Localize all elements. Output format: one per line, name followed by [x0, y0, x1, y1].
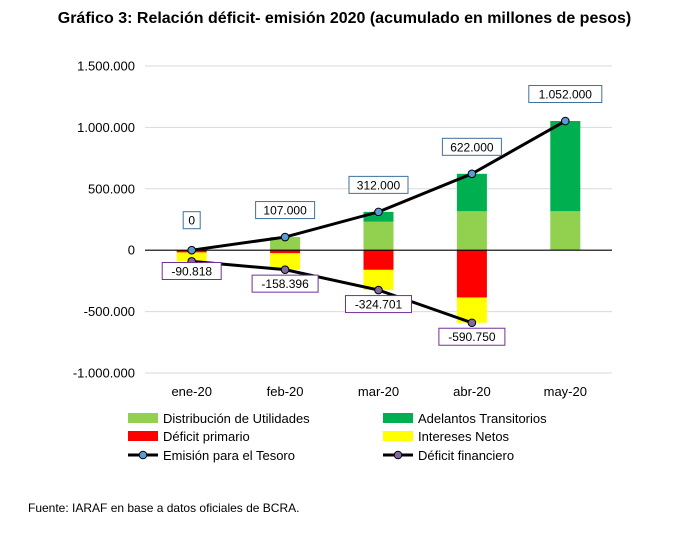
bar-segment	[363, 211, 394, 222]
data-label-box	[528, 85, 603, 104]
legend-label: Intereses Netos	[418, 429, 510, 444]
data-label: 622.000	[450, 140, 494, 154]
series-line	[191, 259, 473, 325]
legend-label: Emisión para el Tesoro	[163, 448, 295, 463]
data-label: -90.818	[171, 265, 212, 279]
legend-swatch	[128, 431, 158, 441]
axes: -1.000.000 -500.000 0 500.000 1.000.000 1.500…	[73, 59, 612, 399]
data-label-box	[348, 175, 409, 194]
line-marker	[187, 245, 196, 255]
bar-segment	[270, 250, 301, 254]
y-tick-label: -1.000.000	[73, 366, 135, 381]
line-marker	[374, 285, 383, 295]
data-label: -324.701	[355, 298, 403, 312]
x-tick-label: ene-20	[171, 384, 211, 399]
legend-label: Adelantos Transitorios	[418, 411, 547, 426]
data-label: -590.750	[448, 330, 496, 344]
data-label-box	[441, 137, 502, 156]
legend-swatch	[383, 431, 413, 441]
legend-marker	[393, 450, 403, 460]
data-label-box	[345, 295, 412, 314]
legend-label: Distribución de Utilidades	[163, 411, 310, 426]
legend-label: Déficit primario	[163, 429, 250, 444]
y-tick-label: 0	[128, 243, 135, 258]
data-label-box	[251, 274, 319, 293]
x-tick-label: abr-20	[453, 384, 491, 399]
line-marker	[280, 232, 290, 242]
bar-segment	[270, 253, 301, 270]
bar-segment	[456, 211, 487, 251]
legend-swatch	[383, 413, 413, 423]
bar-segment	[363, 269, 394, 291]
x-tick-label: mar-20	[358, 384, 399, 399]
line-marker	[467, 169, 477, 179]
y-tick-label: 1.500.000	[77, 59, 135, 74]
data-label: 107.000	[263, 204, 307, 218]
data-label: 1.052.000	[539, 88, 593, 102]
bar-segment	[550, 121, 581, 212]
legend-marker	[138, 450, 148, 460]
bar-segment	[363, 250, 394, 270]
data-label: 0	[188, 214, 195, 228]
data-label-box	[161, 262, 222, 280]
lines	[187, 116, 570, 328]
y-tick-label: 1.000.000	[77, 120, 135, 135]
bar-segment	[456, 250, 487, 298]
bar-segment	[363, 221, 394, 251]
data-label: 312.000	[357, 178, 401, 192]
x-tick-label: feb-20	[267, 384, 304, 399]
data-label-box	[182, 211, 201, 230]
bar-segment	[270, 237, 301, 251]
data-label-box	[255, 201, 316, 220]
bar-segment	[550, 211, 581, 251]
legend-swatch	[128, 413, 158, 423]
y-tick-label: 500.000	[88, 181, 135, 196]
chart-title: Gráfico 3: Relación déficit- emisión 202…	[57, 10, 632, 27]
source-note: Fuente: IARAF en base a datos oficiales …	[28, 501, 300, 515]
x-tick-label: may-20	[544, 384, 587, 399]
legend: Distribución de Utilidades Adelantos Tran…	[128, 411, 547, 463]
data-label-box	[438, 327, 506, 346]
bar-segment	[456, 173, 487, 212]
data-labels: 0 107.000 312.000 622.000 1.052.000 -90.818 -1…	[161, 85, 603, 346]
line-marker	[561, 116, 570, 126]
y-tick-label: -500.000	[84, 304, 135, 319]
line-marker	[280, 265, 290, 274]
bar-segment	[176, 252, 207, 262]
legend-label: Déficit financiero	[418, 448, 514, 463]
bars	[176, 121, 581, 323]
line-marker	[467, 318, 477, 328]
data-label: -158.396	[261, 277, 309, 291]
line-marker	[374, 207, 383, 217]
